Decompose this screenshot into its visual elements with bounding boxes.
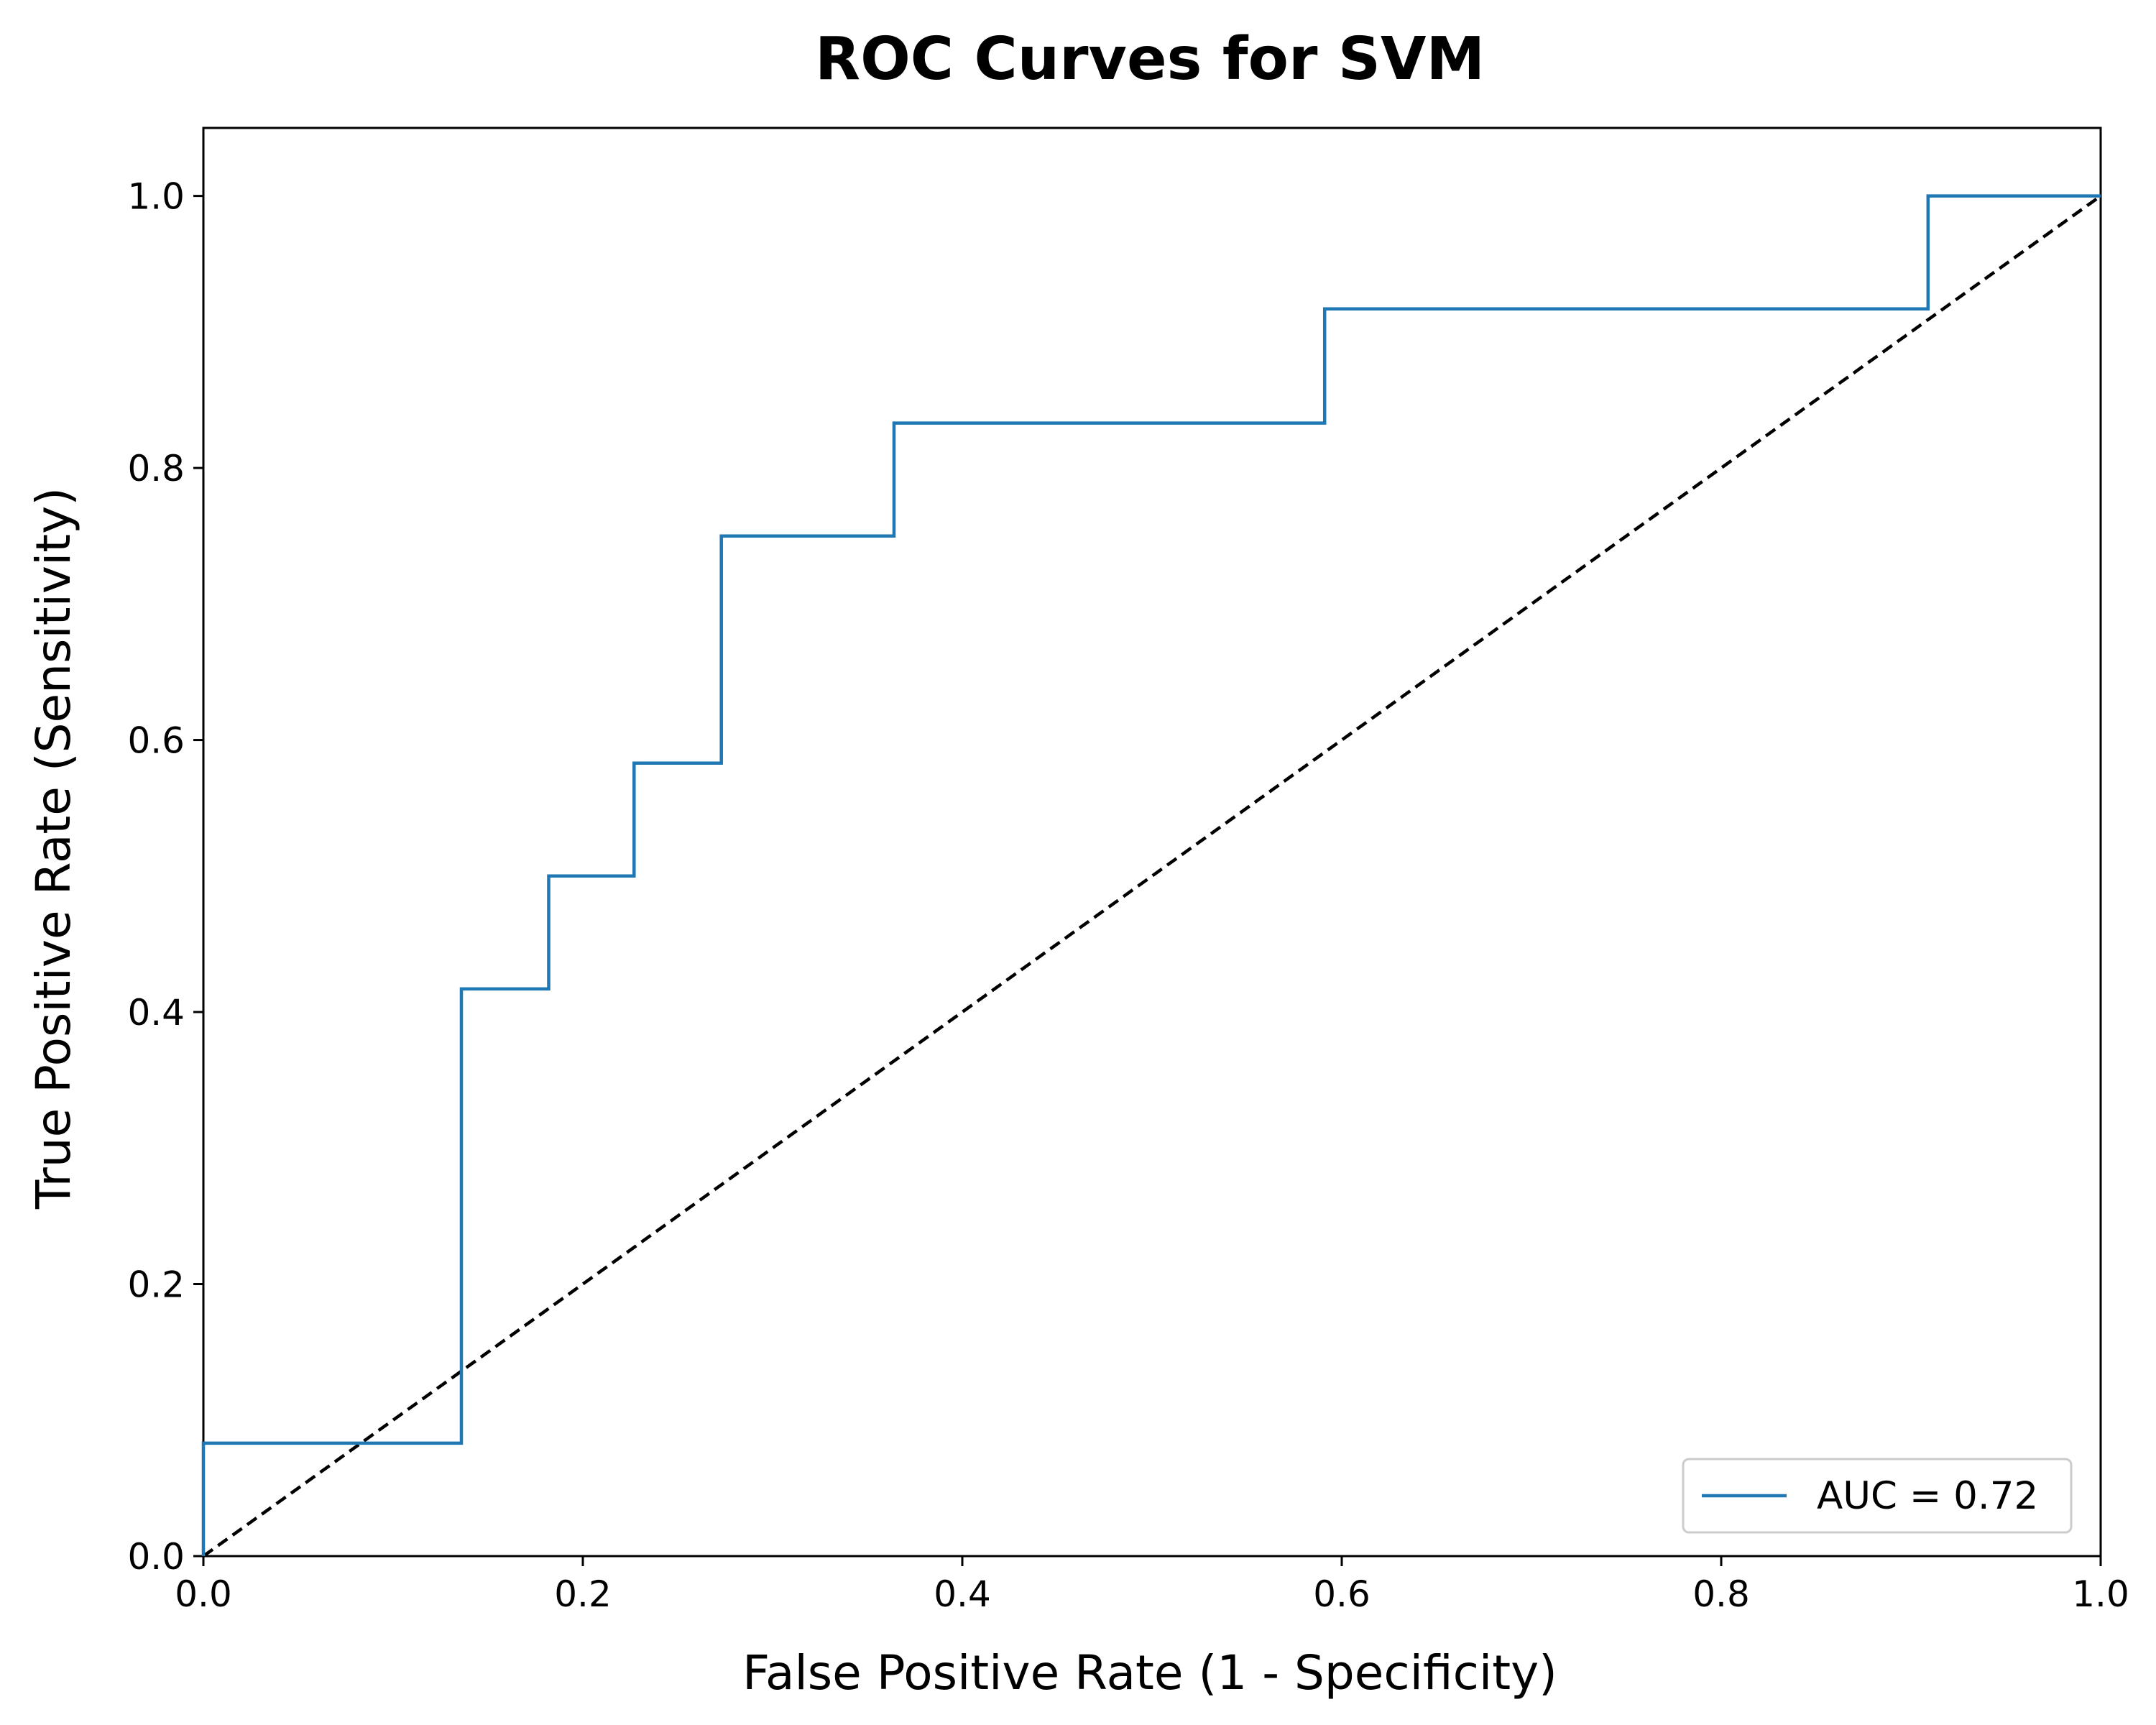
legend-label: AUC = 0.72 xyxy=(1817,1474,2038,1518)
chart-title: ROC Curves for SVM xyxy=(815,25,1485,93)
x-axis: 0.0 0.2 0.4 0.6 0.8 1.0 xyxy=(175,1556,2129,1615)
x-tick-label: 0.2 xyxy=(554,1573,612,1615)
x-tick-label: 0.4 xyxy=(934,1573,991,1615)
y-tick-label: 0.8 xyxy=(127,448,185,489)
y-tick-label: 0.4 xyxy=(127,992,185,1034)
y-tick-label: 0.0 xyxy=(127,1536,185,1578)
y-tick-label: 0.6 xyxy=(127,720,185,762)
roc-curve-line xyxy=(201,194,2101,1556)
y-tick-label: 1.0 xyxy=(127,176,185,218)
x-tick-label: 0.0 xyxy=(175,1573,232,1615)
x-tick-label: 0.6 xyxy=(1313,1573,1370,1615)
x-axis-label: False Positive Rate (1 - Specificity) xyxy=(742,1645,1557,1701)
axes-frame xyxy=(202,126,2102,1558)
x-tick-label: 1.0 xyxy=(2072,1573,2129,1615)
plot-area: 0.0 0.2 0.4 0.6 0.8 1.0 0.0 0.2 0.4 0.6 0.8 1.0 xyxy=(127,126,2129,1615)
y-axis-label: True Positive Rate (Sensitivity) xyxy=(26,487,81,1210)
chance-diagonal-line xyxy=(202,194,2102,1558)
y-tick-label: 0.2 xyxy=(127,1264,185,1306)
legend-box xyxy=(1682,1458,2073,1534)
y-axis: 0.0 0.2 0.4 0.6 0.8 1.0 xyxy=(127,176,203,1578)
x-tick-label: 0.8 xyxy=(1692,1573,1750,1615)
legend: AUC = 0.72 xyxy=(1682,1458,2073,1534)
